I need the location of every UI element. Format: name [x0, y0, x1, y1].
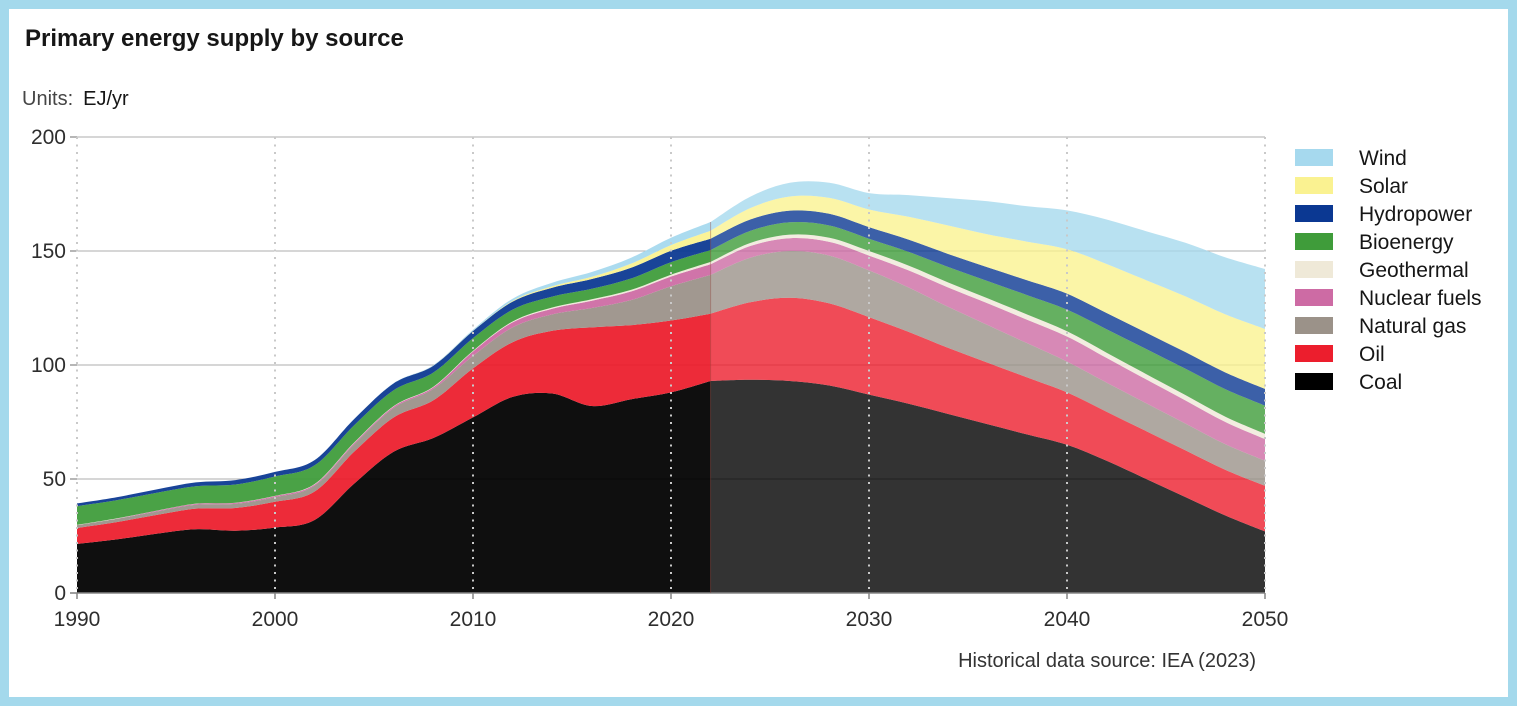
legend-label: Hydropower	[1359, 203, 1473, 226]
legend-label: Oil	[1359, 343, 1385, 366]
legend-swatch	[1295, 261, 1333, 278]
x-axis-label: 2000	[251, 608, 299, 631]
legend-swatch	[1295, 177, 1333, 194]
area-natural-gas	[710, 250, 1265, 486]
legend-swatch	[1295, 289, 1333, 306]
y-axis-label: 50	[42, 467, 66, 491]
x-axis-label: 2010	[449, 608, 497, 631]
source-note: Historical data source: IEA (2023)	[958, 650, 1256, 672]
area-coal	[710, 379, 1265, 593]
area-hydropower	[710, 210, 1265, 406]
legend-swatch	[1295, 233, 1333, 250]
area-oil	[77, 313, 711, 544]
legend-label: Coal	[1359, 371, 1403, 394]
legend-swatch	[1295, 317, 1333, 334]
area-bioenergy	[710, 222, 1265, 434]
area-hydropower	[77, 238, 711, 507]
area-nuclear-fuels	[710, 238, 1265, 461]
area-nuclear-fuels	[77, 264, 711, 526]
units-line: Units: EJ/yr	[22, 88, 129, 111]
area-solar	[77, 230, 711, 504]
legend-label: Wind	[1359, 147, 1407, 170]
area-geothermal	[77, 261, 711, 526]
legend-label: Natural gas	[1359, 315, 1467, 338]
area-coal	[77, 381, 711, 593]
units-value: EJ/yr	[83, 88, 129, 110]
area-natural-gas	[77, 274, 711, 528]
legend-label: Solar	[1359, 175, 1409, 198]
y-axis-label: 200	[30, 125, 66, 149]
y-axis-label: 100	[30, 353, 66, 377]
x-axis-label: 2030	[845, 608, 893, 631]
area-wind	[710, 181, 1265, 329]
area-oil	[710, 297, 1265, 532]
legend-swatch	[1295, 149, 1333, 166]
x-axis-label: 2050	[1241, 608, 1289, 631]
legend-label: Nuclear fuels	[1359, 287, 1482, 310]
area-geothermal	[710, 234, 1265, 440]
legend-swatch	[1295, 205, 1333, 222]
area-solar	[710, 195, 1265, 389]
x-axis-label: 1990	[53, 608, 101, 631]
legend-label: Bioenergy	[1359, 231, 1454, 254]
x-axis-label: 2040	[1043, 608, 1091, 631]
legend-swatch	[1295, 345, 1333, 362]
y-axis-label: 150	[30, 239, 66, 263]
page-title: Primary energy supply by source	[25, 25, 404, 52]
area-wind	[77, 222, 711, 504]
x-axis-label: 2020	[647, 608, 695, 631]
legend-swatch	[1295, 373, 1333, 390]
units-label: Units:	[22, 88, 74, 110]
area-bioenergy	[77, 250, 711, 525]
legend-label: Geothermal	[1359, 259, 1469, 282]
y-axis-label: 0	[54, 581, 66, 605]
